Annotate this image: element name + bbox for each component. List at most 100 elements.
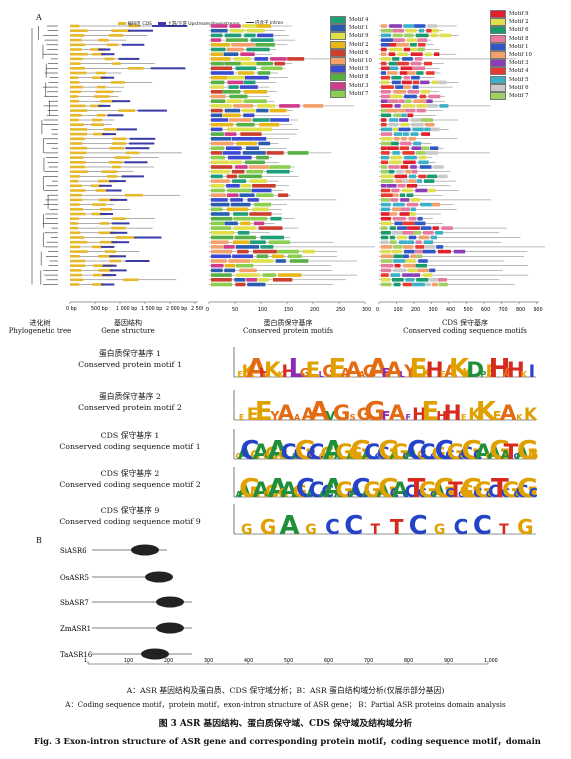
protein-motif-box	[266, 151, 284, 155]
cds-motif-box	[381, 80, 389, 85]
logo-letter: C	[403, 452, 409, 461]
cds-motif-box	[381, 179, 394, 183]
utr-block	[111, 222, 130, 225]
protein-motif-box	[227, 127, 251, 132]
cds-motif-box	[392, 151, 400, 155]
protein-motif-box	[269, 108, 287, 113]
cds-motif-box	[393, 259, 406, 263]
protein-motif-box	[257, 278, 270, 282]
logo-letter: T	[499, 522, 509, 536]
utr-block	[128, 29, 153, 32]
logo-letter: C	[325, 515, 340, 536]
cds-motif-box	[381, 113, 392, 118]
utr-block	[152, 25, 188, 27]
cds-motif-box	[381, 122, 387, 127]
logo-letter: A	[323, 436, 343, 461]
cds-legend-item: Motif 10	[490, 51, 532, 60]
protein-motif-box	[236, 122, 255, 127]
cds-motif-box	[399, 212, 410, 216]
cds-motif-box	[418, 160, 429, 165]
logo-letter: E	[486, 362, 498, 379]
protein-motif-box	[242, 24, 256, 28]
logo-letter: A	[475, 440, 492, 461]
cds-motif-box	[381, 38, 393, 42]
cds-motif-box	[400, 122, 410, 127]
cds-motif-box	[402, 221, 415, 226]
protein-motif-box	[211, 108, 223, 113]
logo-letter: C	[344, 511, 363, 536]
cds-motif-box	[421, 132, 431, 136]
cds-motif-box	[402, 231, 414, 235]
cds-motif-box	[389, 160, 402, 165]
protein-motif-box	[211, 137, 232, 141]
protein-motif-box	[235, 263, 254, 268]
domain-axis-tick: 300	[204, 658, 213, 664]
protein-motif-box	[266, 169, 290, 174]
legend-utr: 上游/下游 Upstream/downstream	[157, 22, 240, 28]
cds-block	[70, 165, 86, 169]
logo-letter: I	[529, 362, 535, 379]
protein-axis-tick: 50	[232, 307, 238, 313]
protein-motif-box	[211, 226, 232, 230]
utr-block	[101, 283, 115, 286]
protein-motif-box	[257, 104, 276, 108]
gene-axis-tick: 2 000 bp	[166, 306, 187, 312]
logo-letter: C	[501, 485, 510, 499]
cds-motif-box	[381, 188, 391, 193]
cds-motif-box	[412, 282, 425, 287]
cds-block	[70, 76, 79, 79]
caption-cn: A：ASR 基因结构及蛋白质、CDS 保守域分析；B：ASR 蛋白结构域分析(仅…	[126, 686, 445, 695]
cds-motif-box	[404, 249, 415, 254]
cds-motif-box	[381, 61, 387, 66]
protein-motif-box	[211, 184, 225, 188]
cds-axis-tick: 100	[394, 307, 403, 313]
cds-motif-box	[413, 273, 421, 277]
logo-letter: G	[319, 452, 326, 461]
sequence-logo: GACGAGGAGCACGCCGGAAGAGGACCCGAGCACGCCGCCG…	[233, 429, 538, 461]
cds-block	[98, 198, 118, 202]
cds-motif-box	[426, 151, 439, 155]
gene-axis-tick: 1 000 bp	[116, 306, 137, 312]
protein-motif-box	[274, 61, 285, 66]
cds-motif-box	[418, 174, 427, 179]
logo-letter: G	[517, 474, 538, 499]
cds-motif-box	[397, 61, 409, 66]
cds-motif-box	[433, 52, 440, 56]
logo-letter: E	[237, 370, 242, 379]
cds-motif-box	[389, 240, 397, 244]
logo-letter: G	[460, 482, 474, 499]
cds-motif-box	[437, 249, 451, 254]
asr-domain	[156, 622, 184, 634]
cds-block	[70, 104, 86, 108]
cds-motif-box	[425, 52, 432, 56]
logo-letter: C	[407, 436, 426, 461]
logo-letter: G	[250, 447, 260, 461]
logo-letter: G	[333, 401, 351, 422]
protein-motif-box	[211, 235, 234, 240]
cds-block	[70, 208, 84, 211]
cds-block	[95, 71, 106, 75]
cds-motif-box	[381, 202, 391, 207]
logo-letter: G	[336, 478, 354, 499]
cds-motif-box	[403, 263, 416, 268]
domain-axis-tick: 900	[444, 658, 453, 664]
protein-motif-box	[211, 278, 232, 282]
cds-motif-box	[400, 165, 409, 169]
cds-motif-box	[412, 127, 424, 132]
cds-motif-box	[403, 245, 414, 249]
protein-motif-box	[253, 249, 277, 254]
logo-letter: E	[461, 413, 466, 422]
logo-letter: E	[247, 405, 259, 422]
logo-letter: G	[241, 522, 253, 536]
utr-block	[121, 175, 144, 178]
logo-letter: G	[363, 362, 377, 379]
cds-block	[111, 226, 126, 230]
cds-motif-box	[399, 118, 409, 122]
cds-block	[98, 231, 116, 235]
logo-letter: A	[359, 370, 366, 379]
protein-motif-box	[253, 221, 265, 226]
cds-motif-box	[392, 127, 398, 132]
protein-motif-box	[276, 249, 299, 254]
protein-motif-box	[226, 38, 248, 42]
cds-axis-tick: 400	[446, 307, 455, 313]
